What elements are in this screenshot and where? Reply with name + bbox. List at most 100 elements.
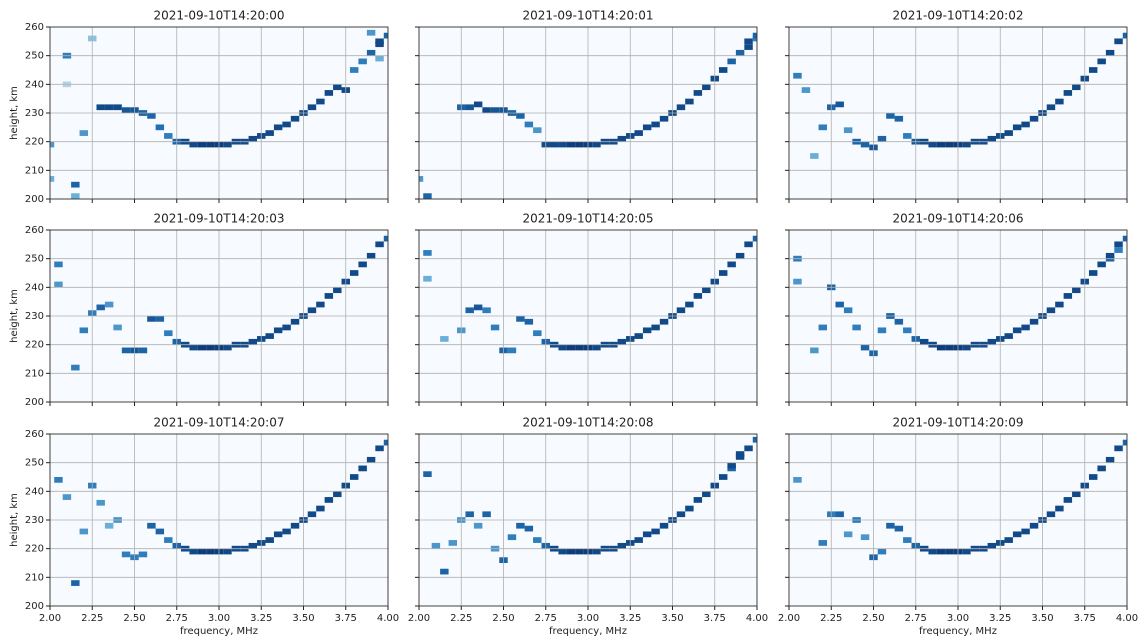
heat-cell [894, 115, 904, 122]
plot-frame [788, 229, 1128, 403]
heat-cell [676, 104, 686, 111]
heat-cell [383, 439, 388, 446]
heat-cell [164, 133, 173, 139]
heat-cell [903, 537, 912, 543]
heat-cell [316, 505, 325, 512]
heat-cell [659, 318, 669, 325]
heat-cell [71, 181, 80, 188]
heat-cell [919, 338, 929, 345]
x-tick-label: 3.75 [335, 613, 357, 624]
heat-cell [189, 344, 198, 351]
heat-cell [96, 499, 105, 506]
x-tick-label: 2.25 [81, 613, 103, 624]
heat-cell [575, 548, 584, 555]
plot-frame [418, 433, 758, 607]
heat-cell [651, 324, 660, 331]
heat-cell [818, 124, 828, 131]
heat-cell [1105, 49, 1115, 56]
heat-cell [1088, 67, 1098, 73]
y-tick-label: 250 [25, 458, 44, 469]
heat-cell [894, 525, 904, 532]
x-axis-label: frequency, MHz [180, 626, 258, 637]
heat-cell [104, 301, 114, 308]
heat-cell [265, 130, 274, 136]
y-tick-label: 220 [25, 340, 44, 351]
heat-cell [507, 534, 517, 541]
heat-cell [482, 511, 491, 518]
heat-cell [431, 542, 441, 549]
heat-cell [801, 87, 811, 93]
heat-cell [324, 293, 334, 299]
y-tick-label: 260 [25, 225, 44, 236]
heat-cell [877, 135, 887, 142]
heat-cell [147, 522, 156, 529]
heat-cell [206, 344, 215, 351]
heat-cell [558, 344, 567, 351]
heat-cell [936, 548, 946, 555]
heat-cell [282, 324, 291, 331]
heat-cell [558, 141, 567, 148]
heat-cell [366, 456, 376, 463]
heat-cell [1004, 537, 1013, 543]
heat-cell [104, 104, 114, 111]
heat-cell [358, 465, 367, 472]
x-tick-label: 2.00 [778, 613, 800, 624]
heat-cell [533, 330, 542, 337]
heat-cell [419, 176, 424, 182]
x-tick-label: 3.50 [661, 613, 683, 624]
heat-cell [1114, 38, 1123, 45]
heat-cell [358, 261, 367, 268]
heat-cell [702, 287, 711, 294]
heat-cell [693, 90, 703, 96]
y-tick-label: 210 [25, 368, 44, 379]
heat-cell [727, 58, 736, 65]
heat-cell [642, 124, 652, 131]
heat-cell [634, 537, 643, 543]
heat-cell [54, 477, 63, 483]
heat-cell [1105, 252, 1115, 259]
heat-cell [987, 338, 997, 345]
heat-cell [843, 127, 853, 134]
heat-cell [1004, 130, 1013, 136]
heat-cell [375, 241, 384, 248]
x-tick-label: 2.75 [535, 613, 557, 624]
panel: 2021-09-10T14:20:03 200 210 220 230 240 250 260… [9, 212, 389, 408]
heat-cell [818, 324, 828, 331]
heat-cell [465, 307, 474, 314]
heat-cell [843, 307, 853, 314]
heat-cell [744, 38, 753, 45]
heat-cell [71, 193, 80, 199]
heat-cell [945, 548, 954, 555]
panel-title: 2021-09-10T14:20:06 [893, 212, 1024, 226]
y-tick-label: 200 [25, 601, 44, 612]
heat-cell [516, 522, 525, 529]
heat-cell [375, 55, 384, 62]
heat-cell [54, 261, 63, 268]
y-tick-label: 230 [25, 108, 44, 119]
heat-cell [147, 113, 156, 119]
panel-title: 2021-09-10T14:20:05 [523, 212, 654, 226]
heat-cell [307, 511, 317, 518]
heat-cell [1063, 293, 1073, 299]
panel: 2021-09-10T14:20:07 2.00 2.25 2.50 2.75 3.00 3… [9, 416, 399, 637]
panel: 2021-09-10T14:20:06 [785, 212, 1128, 406]
plot-frame [788, 433, 1128, 607]
heat-cell [903, 133, 912, 139]
heat-cell [810, 153, 819, 159]
y-tick-label: 200 [25, 194, 44, 205]
heat-cell [860, 141, 870, 148]
heat-cell [62, 494, 72, 500]
heat-cell [113, 324, 122, 331]
heat-cell [324, 497, 334, 503]
heat-cell [448, 540, 458, 546]
heat-cell [50, 176, 55, 182]
heat-cell [676, 511, 686, 518]
heat-cell [877, 548, 887, 555]
heat-cell [1122, 439, 1127, 446]
heat-cell [718, 67, 728, 73]
x-tick-label: 2.25 [450, 613, 472, 624]
x-tick-label: 3.25 [619, 613, 641, 624]
y-tick-label: 260 [25, 429, 44, 440]
heat-cell [121, 347, 131, 354]
